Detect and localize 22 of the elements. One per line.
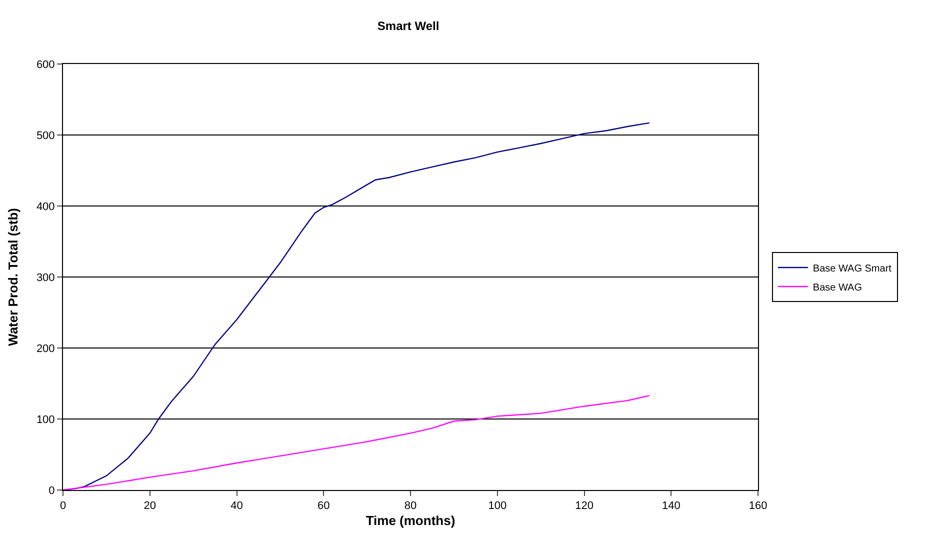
x-tick-label: 80 — [404, 500, 417, 512]
x-tick-label: 100 — [488, 500, 507, 512]
x-tick-label: 20 — [144, 500, 156, 512]
y-tick-label: 500 — [36, 130, 55, 142]
y-tick-label: 300 — [36, 272, 55, 284]
x-tick-label: 140 — [662, 500, 680, 512]
chart-title: Smart Well — [377, 18, 440, 33]
legend-label: Base WAG Smart — [812, 263, 892, 274]
y-tick-label: 400 — [36, 200, 55, 213]
x-axis-title: Time (months) — [366, 512, 456, 528]
x-tick-label: 0 — [60, 500, 66, 512]
x-tick-label: 160 — [748, 500, 768, 512]
y-axis-title: Water Prod. Total (stb) — [5, 208, 20, 346]
y-tick-label: 0 — [48, 484, 55, 497]
legend-label: Base WAG — [812, 282, 862, 294]
x-tick-label: 120 — [575, 500, 594, 512]
y-tick-label: 100 — [36, 414, 55, 426]
y-tick-label: 600 — [36, 58, 55, 71]
line-series — [63, 394, 650, 490]
x-tick-label: 40 — [230, 500, 243, 512]
y-tick-label: 200 — [36, 342, 55, 355]
x-tick-label: 60 — [318, 500, 330, 512]
